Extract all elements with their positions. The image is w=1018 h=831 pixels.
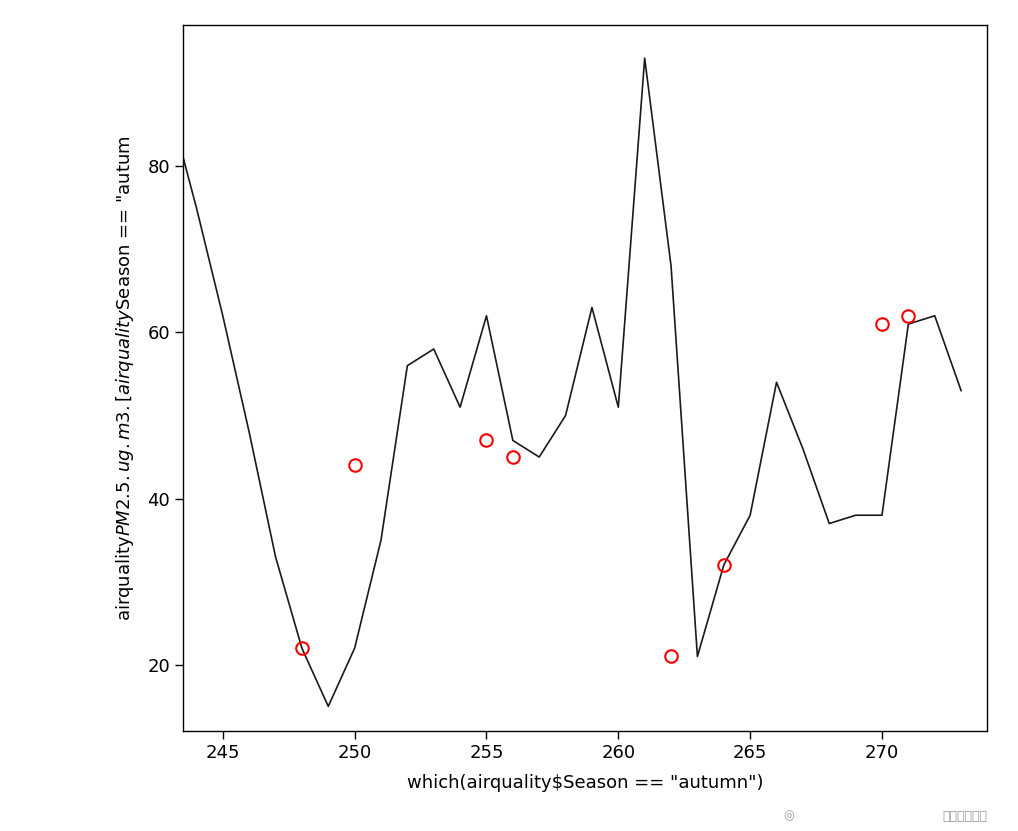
X-axis label: which(airquality$Season == "autumn"): which(airquality$Season == "autumn") [407, 774, 764, 792]
Text: 拓端数据部落: 拓端数据部落 [943, 809, 987, 823]
Y-axis label: airquality$PM2.5.ug.m3.[airquality$Season == "autum: airquality$PM2.5.ug.m3.[airquality$Seaso… [114, 135, 136, 621]
Text: ◎: ◎ [783, 809, 794, 823]
